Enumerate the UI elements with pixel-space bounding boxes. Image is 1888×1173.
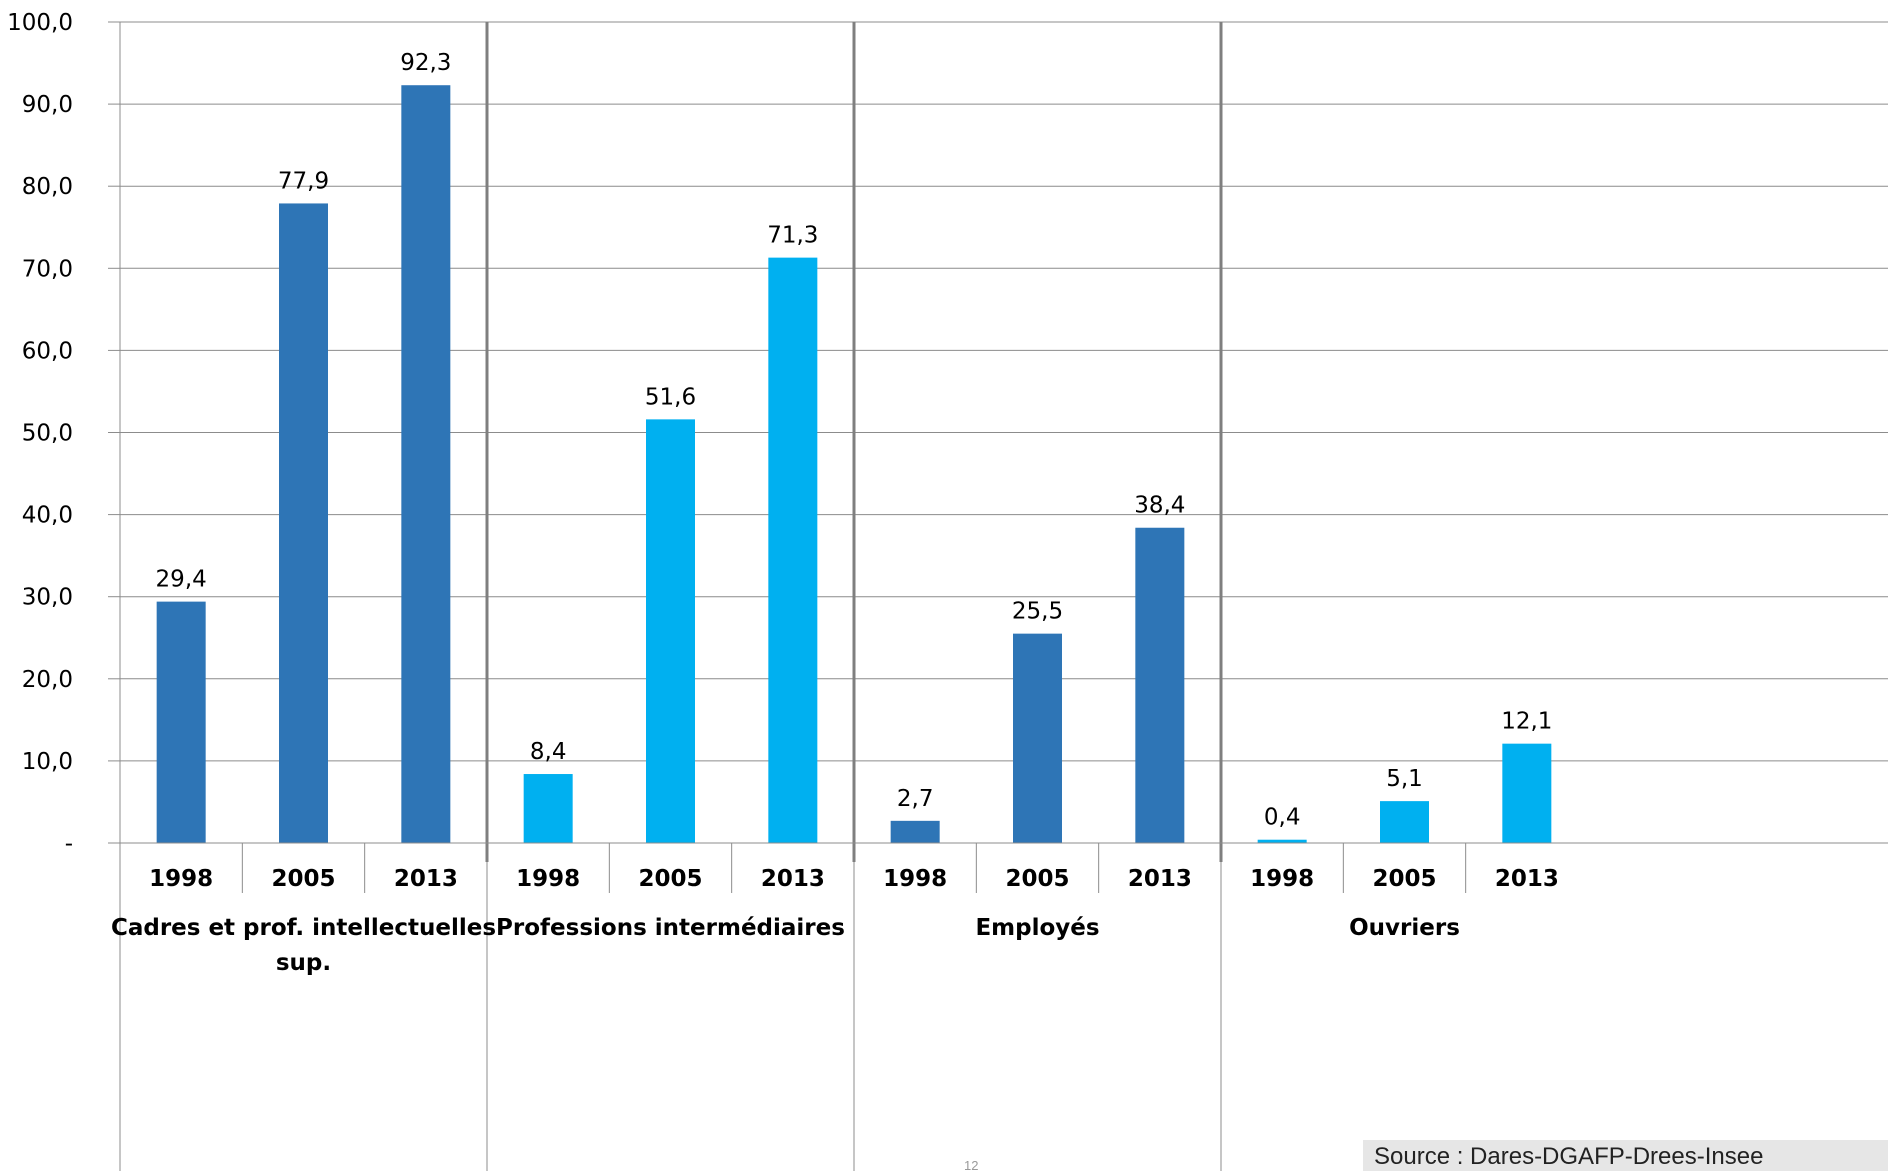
bar <box>401 85 451 844</box>
x-category-label: Professions intermédiaires <box>496 915 845 941</box>
x-tick-label-year: 2005 <box>638 866 702 892</box>
bar <box>890 820 940 843</box>
y-tick-label: 90,0 <box>22 92 73 118</box>
data-label: 71,3 <box>767 223 818 249</box>
bar <box>768 257 818 843</box>
x-tick-label-year: 1998 <box>149 866 213 892</box>
x-category-label: Employés <box>975 915 1099 941</box>
x-category-label: Ouvriers <box>1349 915 1460 941</box>
data-label: 51,6 <box>645 384 696 410</box>
data-labels: 29,4 77,9 92,3 8,4 51,6 71,3 2,7 25,5 38,4 0,4 5,1… <box>156 50 1553 830</box>
bar <box>156 601 206 843</box>
y-axis-tick-labels: - 10,0 20,0 30,0 40,0 50,0 60,0 70,0 80,0 90,0 100… <box>7 10 73 857</box>
data-label: 2,7 <box>897 786 934 812</box>
bar <box>1013 633 1062 843</box>
y-tick-label: 50,0 <box>22 421 73 447</box>
x-tick-label-year: 2005 <box>271 866 335 892</box>
y-tick-label: - <box>65 831 73 857</box>
data-label: 12,1 <box>1501 709 1552 735</box>
bar <box>1257 839 1307 843</box>
bars <box>156 85 1552 844</box>
y-tick-label: 60,0 <box>22 338 73 364</box>
x-tick-label-year: 1998 <box>516 866 580 892</box>
bar <box>523 774 573 843</box>
data-label: 0,4 <box>1264 805 1301 831</box>
x-tick-label-year: 2013 <box>1495 866 1559 892</box>
source-note: Source : Dares-DGAFP-Drees-Insee <box>1374 1143 1764 1170</box>
bar <box>1380 801 1429 843</box>
x-tick-label-year: 2005 <box>1372 866 1436 892</box>
data-label: 92,3 <box>400 50 451 76</box>
data-label: 8,4 <box>530 739 567 765</box>
gridlines <box>120 21 1888 762</box>
x-category-label: sup. <box>276 950 331 976</box>
x-category-label: Cadres et prof. intellectuelles <box>111 915 496 941</box>
y-tick-label: 100,0 <box>7 10 73 36</box>
y-tick-label: 30,0 <box>22 585 73 611</box>
data-label: 77,9 <box>278 168 329 194</box>
y-tick-label: 10,0 <box>22 749 73 775</box>
x-axis-labels: 1998 2005 2013 Cadres et prof. intellectuel… <box>111 866 1559 976</box>
source-box <box>1363 1140 1888 1171</box>
y-tick-label: 20,0 <box>22 667 73 693</box>
x-tick-label-year: 2013 <box>1128 866 1192 892</box>
data-label: 38,4 <box>1134 493 1185 519</box>
x-tick-label-year: 2005 <box>1005 866 1069 892</box>
bar <box>1135 527 1185 843</box>
x-tick-label-year: 1998 <box>883 866 947 892</box>
bar <box>1502 743 1552 843</box>
bar <box>279 203 328 844</box>
data-label: 29,4 <box>156 567 207 593</box>
page-number: 12 <box>964 1158 979 1173</box>
axes <box>108 21 1888 1171</box>
x-tick-label-year: 2013 <box>394 866 458 892</box>
x-tick-label-year: 2013 <box>761 866 825 892</box>
data-label: 5,1 <box>1386 766 1423 792</box>
y-tick-label: 40,0 <box>22 503 73 529</box>
x-tick-label-year: 1998 <box>1250 866 1314 892</box>
y-tick-label: 70,0 <box>22 256 73 282</box>
bar <box>646 419 695 843</box>
y-tick-label: 80,0 <box>22 174 73 200</box>
data-label: 25,5 <box>1012 599 1063 625</box>
